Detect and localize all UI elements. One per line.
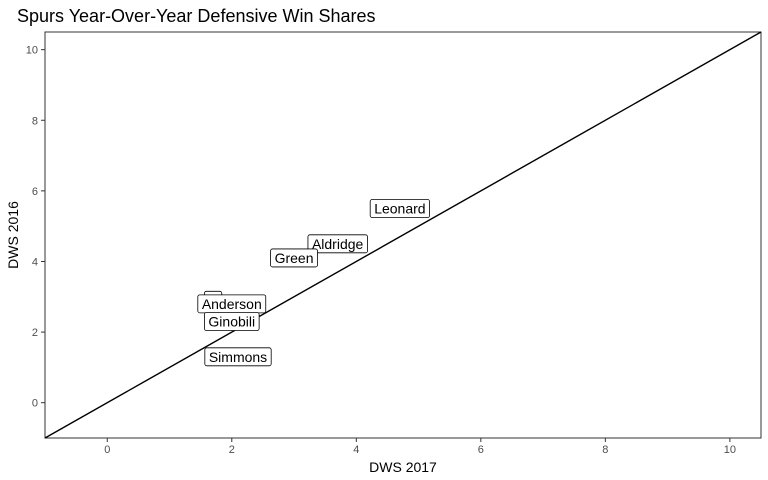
y-tick-label: 6 — [32, 186, 38, 198]
point-label-ginobili: Ginobili — [204, 312, 260, 331]
y-tick-label: 0 — [32, 398, 38, 410]
point-label-aldridge: Aldridge — [307, 234, 368, 254]
y-tick-label: 10 — [26, 45, 38, 57]
x-tick-label: 10 — [724, 444, 736, 456]
x-tick-label: 2 — [229, 444, 235, 456]
x-tick-label: 8 — [602, 444, 608, 456]
point-label-text: Anderson — [202, 296, 262, 312]
point-label-text: Leonard — [374, 201, 425, 217]
point-label-box — [307, 234, 368, 254]
point-labels: LeonardAldridgeGreenPAndersonGinobiliSim… — [197, 199, 430, 367]
point-label-text: Simmons — [209, 349, 267, 365]
point-label-text: Ginobili — [208, 313, 255, 329]
point-label-leonard: Leonard — [369, 199, 430, 218]
point-label-text: Green — [275, 250, 314, 266]
y-tick-label: 4 — [32, 256, 38, 268]
point-label-box — [369, 199, 430, 218]
point-label-text: Aldridge — [312, 236, 364, 252]
x-tick-label: 6 — [478, 444, 484, 456]
reference-line-y-equals-x — [44, 31, 762, 439]
y-axis-title: DWS 2016 — [5, 201, 21, 269]
point-label-box — [270, 248, 318, 268]
x-tick-label: 0 — [104, 444, 110, 456]
point-label-anderson: Anderson — [197, 294, 267, 314]
point-label-simmons: Simmons — [204, 347, 272, 367]
point-label-box — [204, 312, 260, 331]
point-label-green: Green — [270, 248, 318, 268]
y-tick-label: 8 — [32, 115, 38, 127]
y-axis-ticks: 0 2 4 6 8 10 — [26, 45, 45, 410]
point-label-box — [204, 347, 272, 367]
plot-panel-border — [44, 31, 762, 439]
x-tick-label: 4 — [353, 444, 359, 456]
y-tick-label: 2 — [32, 327, 38, 339]
x-axis-title: DWS 2017 — [369, 459, 437, 475]
reference-line-group — [44, 31, 762, 439]
x-axis-ticks: 0 2 4 6 8 10 — [104, 438, 736, 456]
chart-title: Spurs Year-Over-Year Defensive Win Share… — [17, 6, 376, 26]
